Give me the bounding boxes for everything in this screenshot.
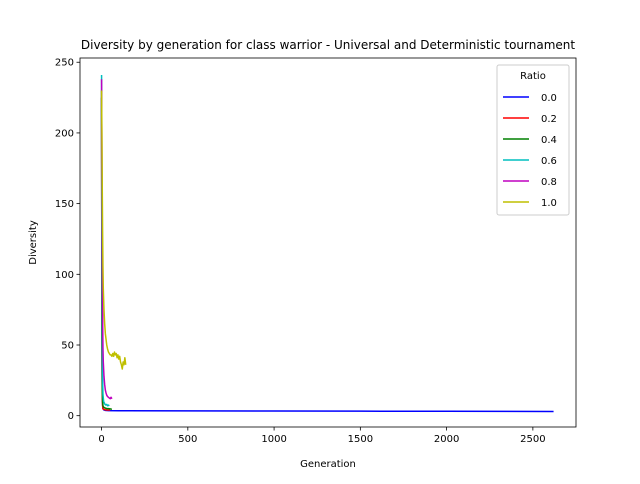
axes-frame	[79, 57, 577, 428]
x-tick-label: 2000	[434, 434, 459, 445]
chart-title: Diversity by generation for class warrio…	[81, 38, 576, 52]
legend-label: 0.2	[541, 114, 557, 125]
legend-label: 1.0	[541, 198, 557, 209]
legend-items: 0.0 0.2 0.4 0.6 0.8 1.0	[503, 93, 557, 209]
legend-title: Ratio	[520, 71, 546, 82]
y-tick-label: 100	[55, 270, 74, 281]
y-tick-label: 0	[68, 411, 74, 422]
series-line-0-0	[100, 97, 554, 413]
legend-label: 0.6	[541, 156, 557, 167]
series-line-1-0	[100, 90, 127, 370]
legend-label: 0.4	[541, 135, 557, 146]
y-axis-label: Diversity	[28, 220, 39, 265]
x-tick-label: 2500	[520, 434, 545, 445]
legend: Ratio 0.0 0.2 0.4 0.6 0.8 1.0	[496, 64, 570, 216]
y-tick-label: 150	[55, 199, 74, 210]
x-tick-label: 0	[98, 434, 104, 445]
y-tick-label: 250	[55, 58, 74, 69]
series-line-0-8	[100, 79, 113, 400]
y-tick-label: 50	[61, 341, 74, 352]
x-axis: 0 500 1000 1500 2000 2500	[98, 427, 546, 445]
y-axis: 0 50 100 150 200 250	[55, 58, 80, 422]
y-tick-label: 200	[55, 128, 74, 139]
x-tick-label: 500	[178, 434, 197, 445]
plot-lines	[100, 74, 554, 413]
x-tick-label: 1000	[261, 434, 286, 445]
legend-box	[496, 64, 570, 216]
legend-label: 0.8	[541, 177, 557, 188]
x-tick-label: 1500	[348, 434, 373, 445]
x-axis-label: Generation	[300, 459, 356, 470]
legend-label: 0.0	[541, 93, 557, 104]
